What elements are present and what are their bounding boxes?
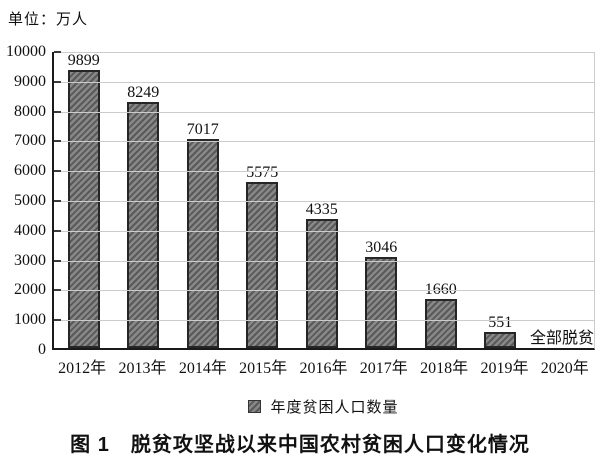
- x-axis-labels: 2012年 2013年 2014年 2015年 2016年 2017年 2018年 2019年…: [52, 354, 595, 378]
- bar-column: 1660: [411, 52, 471, 348]
- gridline: [54, 81, 594, 83]
- y-axis-tick-label: 3000: [14, 251, 46, 269]
- gridline: [54, 230, 594, 232]
- bar-value-label: 1660: [424, 281, 457, 298]
- bar-value-label: 7017: [186, 121, 219, 138]
- legend-label: 年度贫困人口数量: [270, 400, 399, 416]
- bar-column: 全部脱贫: [530, 52, 594, 348]
- bars-container: 9899 8249 7017 5575 4335 3046 1660 551 全部脱贫: [54, 52, 594, 348]
- y-axis-tick-label: 5000: [14, 192, 46, 209]
- bar: [186, 139, 219, 348]
- y-axis-tick-label: 10000: [6, 43, 46, 60]
- x-axis-tick-label: 2012年: [58, 360, 107, 377]
- bar-column: 5575: [233, 52, 293, 348]
- gridline: [54, 320, 594, 322]
- y-axis-tick: [54, 289, 61, 292]
- x-axis-tick-label: 2015年: [239, 360, 288, 377]
- bar-column: 551: [471, 52, 531, 348]
- x-axis-tick-label: 2016年: [299, 360, 348, 377]
- gridline: [54, 52, 594, 53]
- unit-label: 单位：万人: [8, 12, 89, 28]
- bar: [365, 257, 398, 348]
- x-axis-tick-label: 2020年: [540, 360, 589, 377]
- y-axis-tick: [54, 229, 61, 232]
- legend: 年度贫困人口数量: [52, 396, 595, 417]
- y-axis-tick-label: 1000: [14, 311, 46, 329]
- figure-caption: 图 1 脱贫攻坚战以来中国农村贫困人口变化情况: [70, 434, 530, 456]
- annotation-full-poverty-relief: 全部脱贫: [530, 330, 595, 347]
- x-axis-tick-label: 2014年: [178, 360, 227, 377]
- x-axis-tick-label: 2019年: [480, 360, 529, 377]
- y-axis-tick-label: 8000: [14, 102, 46, 120]
- y-axis-tick: [54, 140, 61, 143]
- bar-value-label: 551: [488, 314, 513, 331]
- bar: [127, 102, 160, 348]
- gridline: [54, 260, 594, 262]
- bar-column: 3046: [352, 52, 412, 348]
- bar-value-label: 4335: [305, 201, 338, 218]
- bar: [67, 70, 100, 348]
- bar-column: 4335: [292, 52, 352, 348]
- bar: [484, 332, 517, 348]
- x-axis-tick-label: 2013年: [118, 360, 167, 377]
- gridline: [54, 290, 594, 292]
- bar-value-label: 3046: [365, 239, 398, 256]
- gridline: [54, 111, 594, 113]
- y-axis-tick: [54, 51, 61, 53]
- y-axis-tick-label: 2000: [14, 281, 46, 299]
- y-axis-tick: [54, 170, 61, 173]
- bar-column: 7017: [173, 52, 233, 348]
- y-axis-tick-label: 7000: [14, 132, 46, 150]
- gridline: [54, 201, 594, 202]
- bar: [246, 182, 279, 348]
- bar-value-label: 5575: [246, 164, 279, 181]
- y-axis-tick: [54, 259, 61, 262]
- y-axis-tick: [54, 80, 61, 83]
- y-axis-tick-label: 6000: [14, 162, 46, 180]
- legend-hatched-swatch: [248, 400, 262, 413]
- gridline: [54, 141, 594, 143]
- bar-column: 9899: [54, 52, 114, 348]
- y-axis-tick-label: 4000: [14, 221, 46, 239]
- y-axis-tick: [54, 319, 61, 322]
- bar: [305, 219, 338, 348]
- plot-area: 9899 8249 7017 5575 4335 3046 1660 551 全部脱贫: [52, 51, 595, 350]
- x-axis-tick-label: 2017年: [359, 360, 408, 377]
- bar: [424, 299, 457, 348]
- bar-value-label: 9899: [67, 52, 100, 69]
- y-axis-tick-label: 9000: [14, 72, 46, 90]
- bar-value-label: 8249: [127, 84, 160, 101]
- bar-column: 8249: [114, 52, 174, 348]
- y-axis-tick-label: 0: [38, 341, 46, 358]
- y-axis-tick: [54, 200, 61, 202]
- x-axis-tick-label: 2018年: [420, 360, 469, 377]
- y-axis-tick: [54, 110, 61, 113]
- gridline: [54, 171, 594, 173]
